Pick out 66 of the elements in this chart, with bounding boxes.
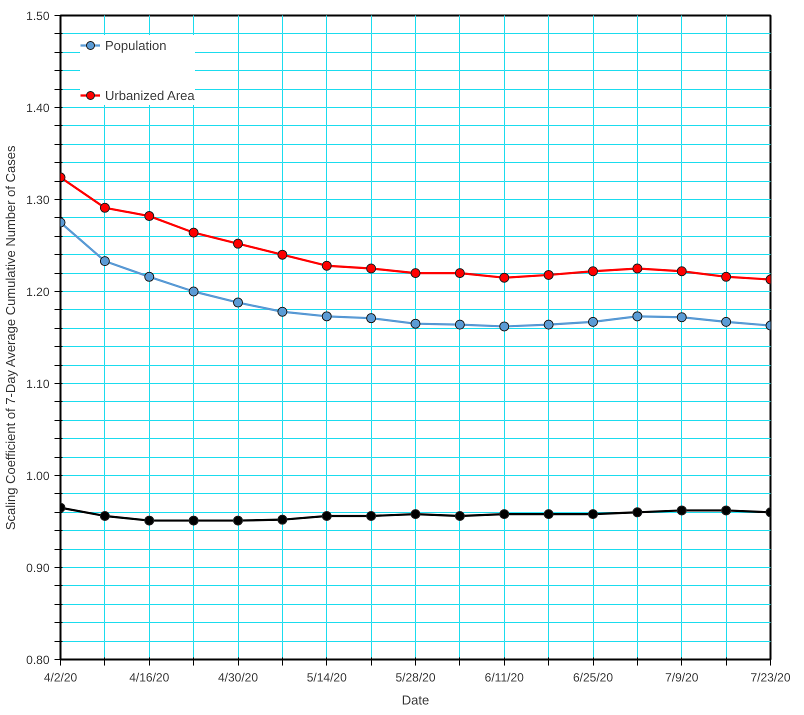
y-tick-label: 0.90 [26,561,50,575]
point [588,266,598,276]
legend-label: Urbanized Area [105,88,195,102]
y-axis-title: Scaling Coefficient of 7-Day Average Cumulative Number of Cases [3,145,18,530]
y-tick-label: 0.80 [26,653,50,667]
point [454,268,465,278]
point [322,510,332,521]
point [188,286,199,296]
point [233,516,243,526]
x-tick-label: 5/28/20 [395,670,436,684]
point [676,312,687,322]
point [100,202,110,213]
point [233,298,243,308]
point [188,228,199,238]
point [366,313,376,324]
legend-label: Population [105,38,166,52]
point [676,505,687,516]
x-tick-label: 5/14/20 [306,670,348,684]
point [632,264,642,274]
point [588,509,598,520]
y-tick-label: 1.30 [26,193,50,207]
y-tick-label: 1.20 [26,285,50,299]
point [544,320,554,330]
point [100,510,110,521]
point [410,268,420,278]
point [144,272,154,282]
point [632,311,642,322]
point [322,311,332,322]
x-tick-label: 4/30/20 [218,670,258,684]
point [322,260,332,271]
x-tick-label: 7/9/20 [665,670,699,684]
x-tick-label: 6/11/20 [484,670,524,684]
point [632,507,642,518]
point [454,510,465,521]
point [144,211,154,222]
point [544,509,554,520]
point [721,272,732,282]
point [454,320,465,330]
point [499,272,510,283]
y-tick-label: 1.00 [26,469,50,483]
y-tick-label: 1.50 [26,9,50,23]
point [588,316,598,327]
y-tick-label: 1.10 [26,377,50,391]
point [676,266,687,276]
point [277,514,288,525]
point [188,516,199,526]
x-tick-label: 4/16/20 [129,670,170,684]
x-tick-label: 4/2/20 [44,670,78,684]
point [721,505,732,516]
point [499,321,510,332]
point [721,316,732,327]
x-tick-label: 6/25/20 [572,670,614,684]
y-tick-label: 1.40 [26,101,50,115]
point [277,250,288,260]
point [144,516,154,526]
point [410,509,420,520]
point [277,306,288,317]
x-tick-label: 7/23/20 [750,670,791,684]
point [410,318,420,329]
point [499,509,510,520]
point [100,256,110,266]
point [233,238,243,249]
point [366,510,376,521]
point [544,270,554,280]
point [366,264,376,274]
x-axis-title: Date [402,692,430,708]
